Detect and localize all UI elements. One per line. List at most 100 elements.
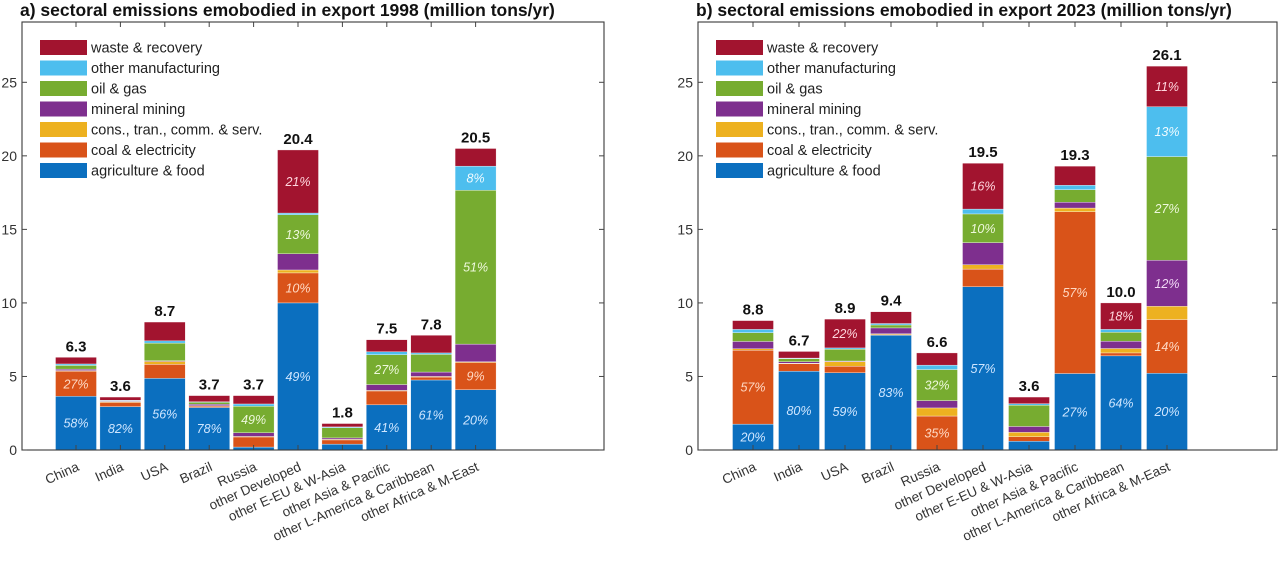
- bar-segment: [366, 404, 408, 451]
- legend-swatch: [40, 60, 87, 76]
- segment-percent-label: 83%: [878, 386, 903, 400]
- legend-item: oil & gas: [716, 81, 823, 98]
- segment-percent-label: 58%: [63, 417, 88, 431]
- segment-percent-label: 27%: [1153, 202, 1179, 216]
- bars: 20% 57% 8.8 80% 6.7 59% 22% 8.9 83% 9.4 35% 32% 6.6 5…: [732, 47, 1188, 451]
- bar-segment: [55, 396, 97, 451]
- bar-segment: [916, 407, 958, 417]
- chart-panel-1998: a) sectoral emissions emobodied in expor…: [1, 0, 605, 544]
- bar-segment: [55, 363, 97, 366]
- bar-stack: 20% 14% 12% 27% 13% 11% 26.1: [1146, 47, 1188, 451]
- y-tick-label: 5: [9, 368, 17, 384]
- bar-stack: 49% 10% 13% 21% 20.4: [277, 131, 319, 451]
- bar-stack: 49% 3.7: [232, 377, 275, 451]
- bar-segment: [1100, 355, 1142, 451]
- bar-segment: [1146, 260, 1188, 307]
- bar-segment: [366, 339, 408, 352]
- chart-panel-2023: b) sectoral emissions emobodied in expor…: [677, 0, 1278, 544]
- bar-total-label: 19.3: [1060, 147, 1089, 164]
- legend-label: mineral mining: [767, 102, 861, 118]
- segment-percent-label: 57%: [740, 381, 765, 395]
- x-tick-label: Brazil: [859, 459, 896, 486]
- bar-segment: [1054, 211, 1096, 374]
- axes-box: [21, 21, 605, 451]
- legend-item: other manufacturing: [716, 60, 896, 77]
- segment-percent-label: 18%: [1108, 310, 1133, 324]
- segment-percent-label: 32%: [924, 379, 949, 393]
- bar-segment: [962, 163, 1004, 210]
- bar-stack: 1.8: [321, 405, 364, 451]
- bar-segment: [1008, 432, 1050, 437]
- bar-stack: 35% 32% 6.6: [916, 334, 958, 451]
- legend-swatch: [716, 122, 763, 137]
- segment-percent-label: 8%: [467, 172, 485, 186]
- bar-segment: [1008, 426, 1050, 433]
- bar-segment: [144, 340, 186, 344]
- bar-stack: 83% 9.4: [870, 293, 912, 451]
- bar-segment: [321, 423, 364, 428]
- bar-segment: [1100, 340, 1142, 349]
- legend-swatch: [40, 101, 87, 117]
- bar-segment: [1008, 396, 1050, 404]
- bar-stack: 57% 10% 16% 19.5: [962, 144, 1004, 451]
- bar-segment: [1008, 436, 1050, 442]
- bar-total-label: 6.6: [927, 334, 948, 351]
- bar-segment: [778, 363, 820, 372]
- bar-segment: [454, 148, 497, 167]
- segment-percent-label: 13%: [285, 228, 310, 242]
- legend-item: coal & electricity: [40, 142, 197, 159]
- legend: waste & recovery other manufacturing oil &…: [40, 40, 262, 180]
- segment-percent-label: 49%: [241, 413, 266, 427]
- bar-segment: [870, 327, 912, 334]
- segment-percent-label: 20%: [462, 413, 488, 427]
- bar-segment: [1054, 189, 1096, 203]
- legend-label: cons., tran., comm. & serv.: [91, 123, 262, 139]
- bar-segment: [321, 427, 364, 439]
- bar-segment: [454, 389, 497, 451]
- bar-segment: [962, 286, 1004, 451]
- segment-percent-label: 27%: [62, 377, 88, 391]
- bar-segment: [824, 347, 866, 350]
- legend-swatch: [716, 101, 763, 117]
- bar-segment: [1054, 165, 1096, 186]
- segment-percent-label: 64%: [1108, 396, 1133, 410]
- bar-segment: [55, 365, 97, 370]
- bar-total-label: 7.8: [421, 316, 442, 333]
- bar-segment: [277, 212, 319, 215]
- bar-segment: [1054, 207, 1096, 212]
- segment-percent-label: 20%: [1153, 405, 1179, 419]
- legend-item: cons., tran., comm. & serv.: [40, 122, 262, 139]
- bar-segment: [962, 208, 1004, 215]
- bar-stack: 3.6: [1008, 378, 1050, 451]
- segment-percent-label: 57%: [970, 362, 995, 376]
- legend-label: mineral mining: [91, 102, 185, 118]
- bar-segment: [144, 321, 186, 342]
- bar-segment: [410, 354, 452, 373]
- bar-segment: [732, 329, 774, 333]
- bar-segment: [732, 341, 774, 349]
- x-tick-label: India: [93, 459, 126, 485]
- bar-segment: [55, 357, 97, 365]
- x-tick-label: China: [43, 459, 82, 487]
- bar-segment: [962, 264, 1004, 270]
- bar-total-label: 3.6: [110, 378, 131, 395]
- legend-label: other manufacturing: [91, 61, 220, 77]
- segment-percent-label: 27%: [1061, 405, 1087, 419]
- segment-percent-label: 22%: [831, 327, 857, 341]
- bar-segment: [870, 311, 912, 324]
- bar-segment: [277, 302, 319, 451]
- bar-segment: [916, 369, 958, 401]
- y-tick-label: 25: [677, 74, 693, 90]
- segment-percent-label: 21%: [284, 175, 310, 189]
- legend-item: mineral mining: [716, 101, 861, 118]
- bar-total-label: 10.0: [1106, 284, 1135, 301]
- legend-label: waste & recovery: [90, 41, 203, 57]
- y-tick-label: 0: [9, 442, 17, 458]
- bar-segment: [1100, 352, 1142, 357]
- bar-stack: 59% 22% 8.9: [824, 300, 866, 451]
- bar-segment: [824, 361, 866, 367]
- legend-label: agriculture & food: [767, 164, 881, 180]
- bar-segment: [232, 395, 275, 405]
- bar-segment: [1100, 302, 1142, 330]
- segment-percent-label: 10%: [970, 222, 995, 236]
